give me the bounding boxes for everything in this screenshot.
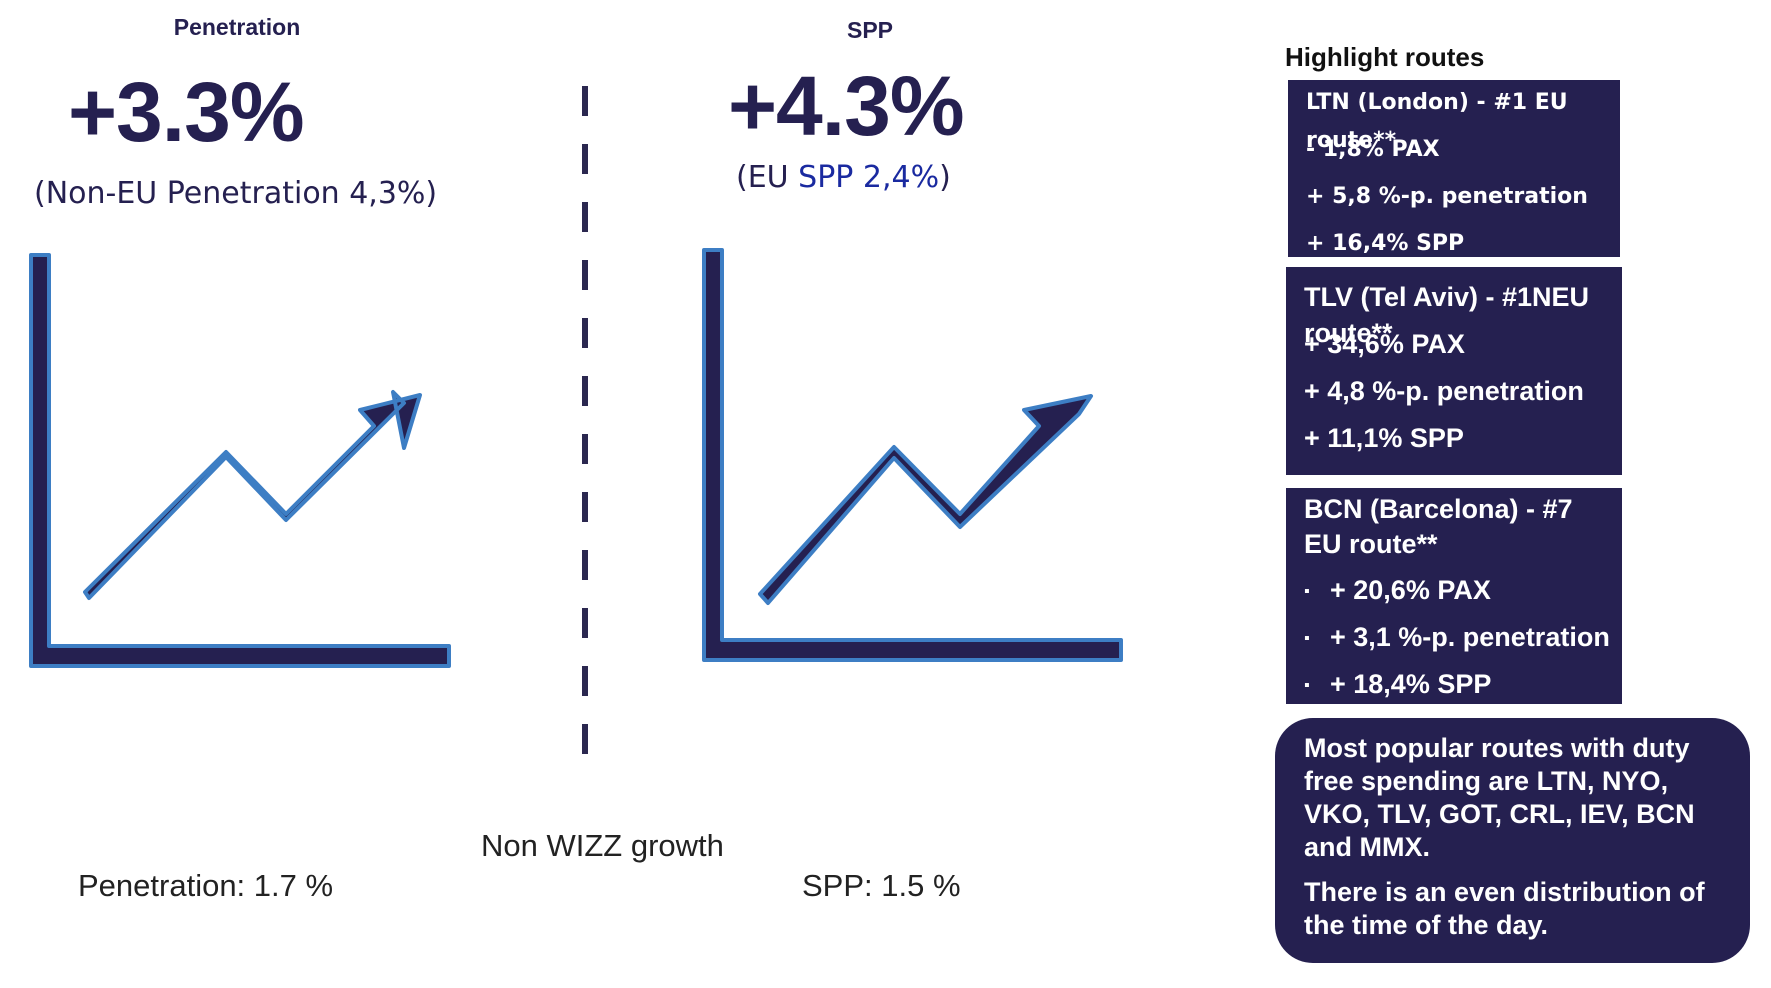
route-stat: ▪ + 20,6% PAX (1304, 570, 1622, 617)
bullet-icon: ▪ (1304, 629, 1310, 647)
route-title: LTN (London) - #1 EU route** (1306, 90, 1568, 153)
trend-up-chart-icon (29, 253, 451, 668)
non-wizz-title: Non WIZZ growth (481, 828, 724, 863)
route-stat: + 11,1% SPP (1304, 423, 1464, 453)
section-divider (582, 86, 588, 774)
spp-value: +4.3% (728, 59, 965, 153)
route-card-ltn: LTN (London) - #1 EU route** - 1,8% PAX … (1288, 80, 1620, 257)
route-card-bcn: BCN (Barcelona) - #7 EU route** ▪ + 20,6%… (1286, 488, 1622, 704)
route-stat: + 4,8 %-p. penetration (1304, 376, 1584, 406)
spp-subtext: (EU SPP 2,4%) (736, 160, 951, 195)
route-stat-text: + 3,1 %-p. penetration (1330, 622, 1610, 652)
bullet-icon: ▪ (1304, 676, 1310, 694)
highlight-routes-title: Highlight routes (1285, 42, 1485, 72)
route-title: BCN (Barcelona) - #7 EU route** (1304, 494, 1573, 559)
route-stat-text: + 18,4% SPP (1330, 669, 1492, 699)
penetration-label: Penetration (173, 14, 301, 40)
popular-routes-text: Most popular routes with duty free spend… (1304, 733, 1695, 862)
route-stat: ▪ + 3,1 %-p. penetration (1304, 617, 1622, 664)
route-stat: ▪ + 18,4% SPP (1304, 664, 1622, 711)
non-wizz-spp: SPP: 1.5 % (802, 868, 961, 903)
penetration-value: +3.3% (68, 65, 305, 159)
time-distribution-text: There is an even distribution of the tim… (1304, 877, 1705, 940)
route-stat: + 34,6% PAX (1304, 329, 1465, 359)
spp-subtext-suffix: ) (939, 160, 951, 195)
axis-shape (29, 253, 451, 668)
route-stat: + 16,4% SPP (1306, 231, 1465, 256)
route-card-tlv: TLV (Tel Aviv) - #1NEU route** + 34,6% P… (1286, 267, 1622, 475)
route-stat: - 1,8% PAX (1306, 137, 1440, 162)
trend-up-chart-icon-2 (702, 248, 1123, 662)
spp-subtext-highlight: SPP 2,4% (798, 160, 940, 195)
route-title: TLV (Tel Aviv) - #1NEU route** (1304, 282, 1590, 348)
route-stat-text: + 20,6% PAX (1330, 575, 1491, 605)
trend-arrow-shape (83, 390, 422, 600)
route-stat: + 5,8 %-p. penetration (1306, 184, 1588, 209)
penetration-subtext: (Non-EU Penetration 4,3%) (34, 176, 438, 211)
non-wizz-penetration: Penetration: 1.7 % (78, 868, 334, 903)
spp-subtext-prefix: (EU (736, 160, 799, 195)
spp-label: SPP (846, 17, 894, 43)
bullet-icon: ▪ (1304, 582, 1310, 600)
popular-routes-callout: Most popular routes with duty free spend… (1275, 718, 1750, 963)
